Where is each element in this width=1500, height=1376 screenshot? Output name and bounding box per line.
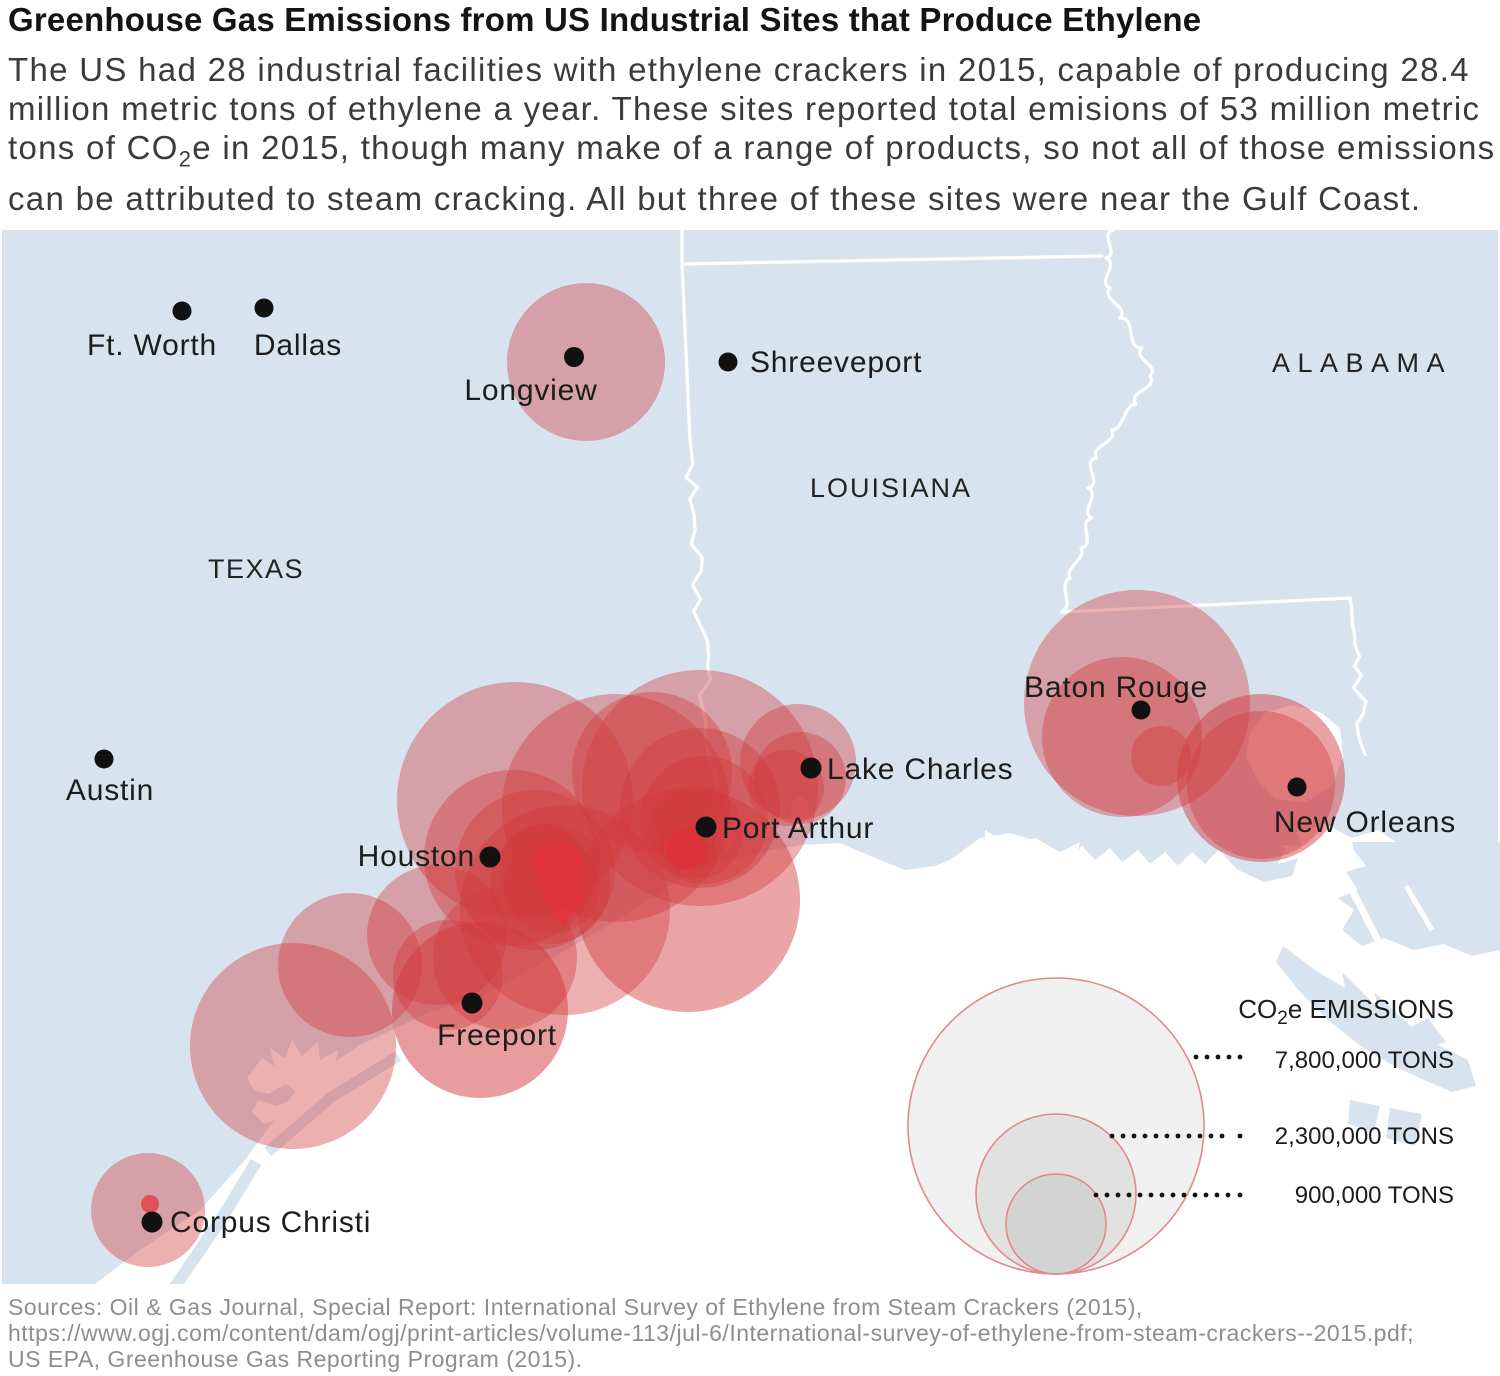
svg-text:Freeport: Freeport <box>437 1019 557 1052</box>
svg-text:Ft. Worth: Ft. Worth <box>87 329 217 362</box>
svg-text:Shreeveport: Shreeveport <box>750 346 922 379</box>
svg-text:7,800,000 TONS: 7,800,000 TONS <box>1275 1047 1454 1074</box>
svg-text:Dallas: Dallas <box>254 329 342 362</box>
svg-text:Baton Rouge: Baton Rouge <box>1024 671 1208 704</box>
svg-text:Austin: Austin <box>66 774 154 807</box>
svg-text:2,300,000 TONS: 2,300,000 TONS <box>1275 1123 1454 1150</box>
svg-text:Corpus Christi: Corpus Christi <box>170 1206 371 1239</box>
svg-text:Port Arthur: Port Arthur <box>722 812 874 845</box>
svg-text:CO2e EMISSIONS: CO2e EMISSIONS <box>1238 994 1454 1029</box>
svg-text:900,000 TONS: 900,000 TONS <box>1295 1182 1454 1209</box>
svg-text:TEXAS: TEXAS <box>208 554 304 584</box>
svg-text:ALABAMA: ALABAMA <box>1272 348 1452 378</box>
svg-text:Lake Charles: Lake Charles <box>827 753 1013 786</box>
svg-text:New Orleans: New Orleans <box>1274 806 1456 839</box>
svg-text:Longview: Longview <box>464 374 597 407</box>
svg-text:Houston: Houston <box>358 840 475 873</box>
svg-text:LOUISIANA: LOUISIANA <box>810 473 972 503</box>
